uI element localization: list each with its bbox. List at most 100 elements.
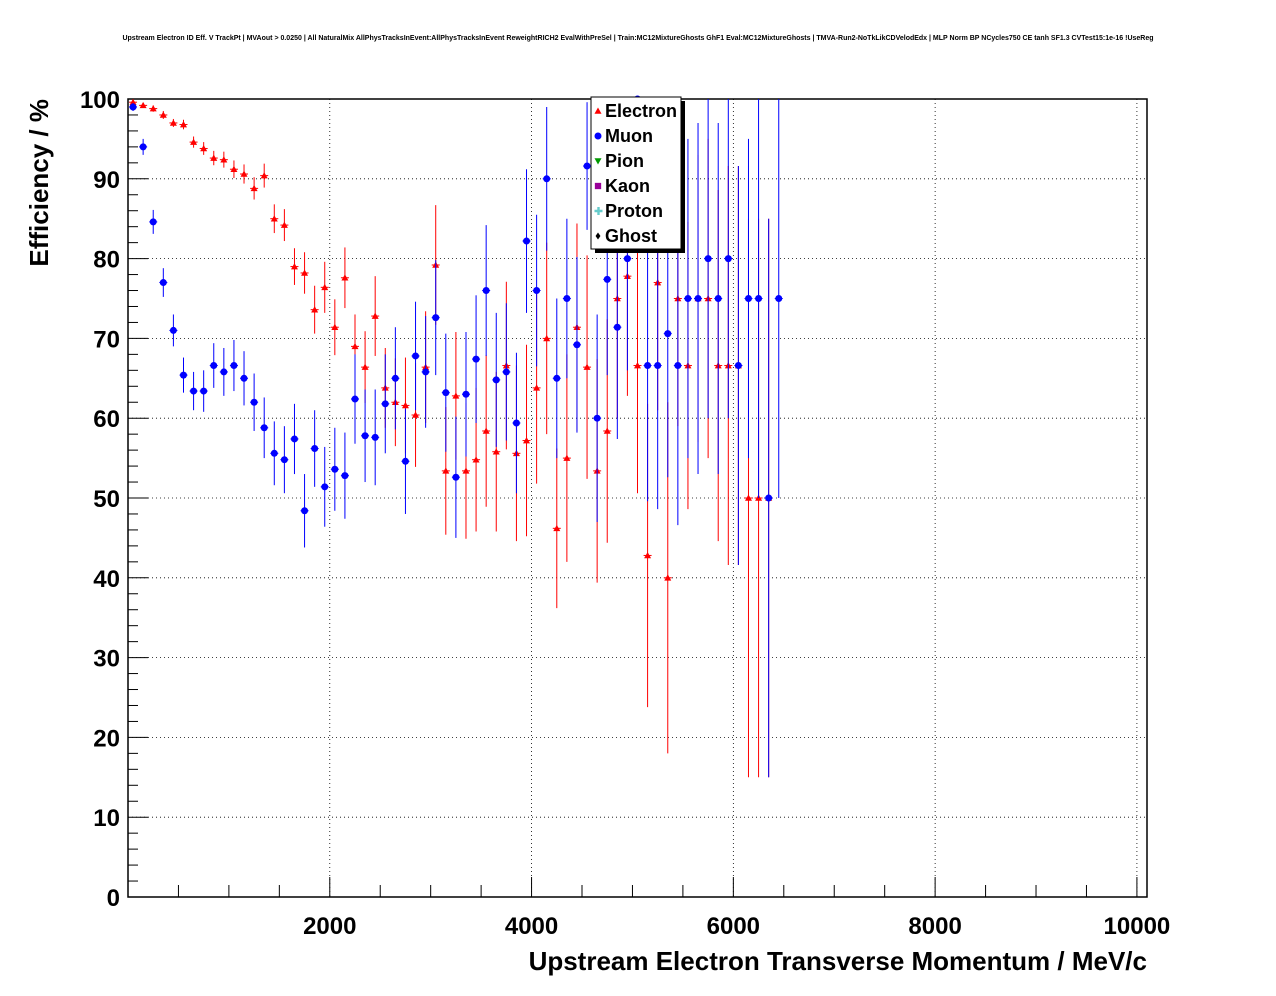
- x-tick-label: 4000: [505, 913, 558, 940]
- data-point: [190, 138, 198, 145]
- data-point: [714, 295, 722, 302]
- data-point: [533, 384, 541, 391]
- data-point: [240, 374, 248, 382]
- data-point: [482, 287, 490, 295]
- data-point: [401, 401, 409, 409]
- y-axis-title: Efficiency / %: [24, 99, 54, 267]
- legend-marker-proton: [594, 207, 603, 215]
- data-point: [149, 105, 157, 112]
- legend-label-proton: Proton: [605, 201, 663, 221]
- data-point: [452, 473, 460, 481]
- data-point: [230, 165, 238, 173]
- data-point: [270, 449, 278, 457]
- legend-label-electron: Electron: [605, 101, 677, 121]
- x-axis-title: Upstream Electron Transverse Momentum / …: [529, 946, 1147, 976]
- data-point: [482, 427, 490, 434]
- data-point: [301, 269, 309, 276]
- y-tick-label: 80: [93, 247, 120, 274]
- data-point: [311, 445, 319, 453]
- y-tick-label: 90: [93, 167, 120, 194]
- data-point: [169, 119, 177, 126]
- data-point: [644, 551, 652, 559]
- data-point: [371, 433, 379, 441]
- data-point: [361, 432, 369, 440]
- data-point: [533, 287, 541, 295]
- data-point: [634, 362, 641, 369]
- data-point: [623, 255, 631, 263]
- data-point: [301, 507, 309, 515]
- data-point: [775, 295, 783, 302]
- data-point: [220, 368, 228, 376]
- data-point: [280, 221, 288, 228]
- data-point: [523, 237, 531, 245]
- data-point: [734, 362, 742, 370]
- data-point: [139, 101, 147, 109]
- data-point: [179, 121, 187, 128]
- data-point: [331, 323, 339, 331]
- data-point: [755, 295, 763, 302]
- data-point: [290, 435, 298, 443]
- data-point: [341, 274, 349, 281]
- data-point: [351, 342, 359, 350]
- data-point: [210, 362, 218, 370]
- data-point: [603, 275, 611, 283]
- data-point: [583, 162, 591, 170]
- data-point: [381, 400, 389, 408]
- legend-marker-electron: [594, 107, 602, 114]
- data-point: [371, 312, 379, 319]
- data-point: [341, 472, 349, 480]
- y-tick-label: 100: [80, 87, 120, 114]
- y-tick-label: 70: [93, 326, 120, 353]
- data-point: [200, 144, 208, 152]
- data-point: [573, 341, 581, 349]
- data-point: [543, 175, 551, 183]
- legend-label-muon: Muon: [605, 126, 653, 146]
- x-tick-label: 10000: [1104, 913, 1171, 940]
- legend-label-ghost: Ghost: [605, 226, 657, 246]
- y-tick-label: 40: [93, 566, 120, 593]
- data-point: [200, 387, 208, 395]
- y-tick-label: 50: [93, 486, 120, 513]
- legend-marker-ghost: [595, 232, 601, 240]
- data-point: [179, 371, 187, 379]
- data-point: [613, 323, 621, 331]
- data-point: [724, 255, 732, 263]
- data-point: [512, 419, 520, 427]
- data-point: [321, 283, 329, 291]
- data-point: [744, 295, 752, 302]
- data-point: [704, 255, 712, 263]
- data-point: [129, 103, 137, 111]
- data-point: [260, 172, 268, 179]
- legend: Electron Muon Pion Kaon Proton Ghost: [590, 96, 685, 253]
- legend-label-kaon: Kaon: [605, 176, 650, 196]
- data-point: [553, 374, 561, 382]
- data-point: [331, 465, 339, 473]
- y-tick-label: 10: [93, 805, 120, 832]
- data-point: [684, 295, 692, 302]
- data-point: [260, 424, 268, 432]
- data-point: [603, 427, 611, 434]
- data-point: [250, 398, 258, 406]
- data-point: [391, 374, 399, 382]
- x-tick-label: 8000: [908, 913, 961, 940]
- data-point: [583, 363, 591, 370]
- data-point: [190, 387, 198, 395]
- data-point: [351, 395, 359, 403]
- data-point: [543, 334, 551, 342]
- data-point: [442, 467, 450, 474]
- data-point: [593, 414, 601, 422]
- data-point: [563, 454, 571, 461]
- y-tick-label: 30: [93, 646, 120, 673]
- data-point: [664, 574, 672, 581]
- data-point: [644, 362, 652, 370]
- data-point: [129, 98, 137, 105]
- data-point: [412, 411, 420, 418]
- data-point: [230, 362, 238, 370]
- data-point: [664, 330, 672, 338]
- data-point: [553, 524, 561, 532]
- legend-marker-muon: [594, 132, 602, 140]
- data-point: [432, 314, 440, 322]
- data-point: [492, 448, 500, 455]
- data-point: [654, 362, 662, 370]
